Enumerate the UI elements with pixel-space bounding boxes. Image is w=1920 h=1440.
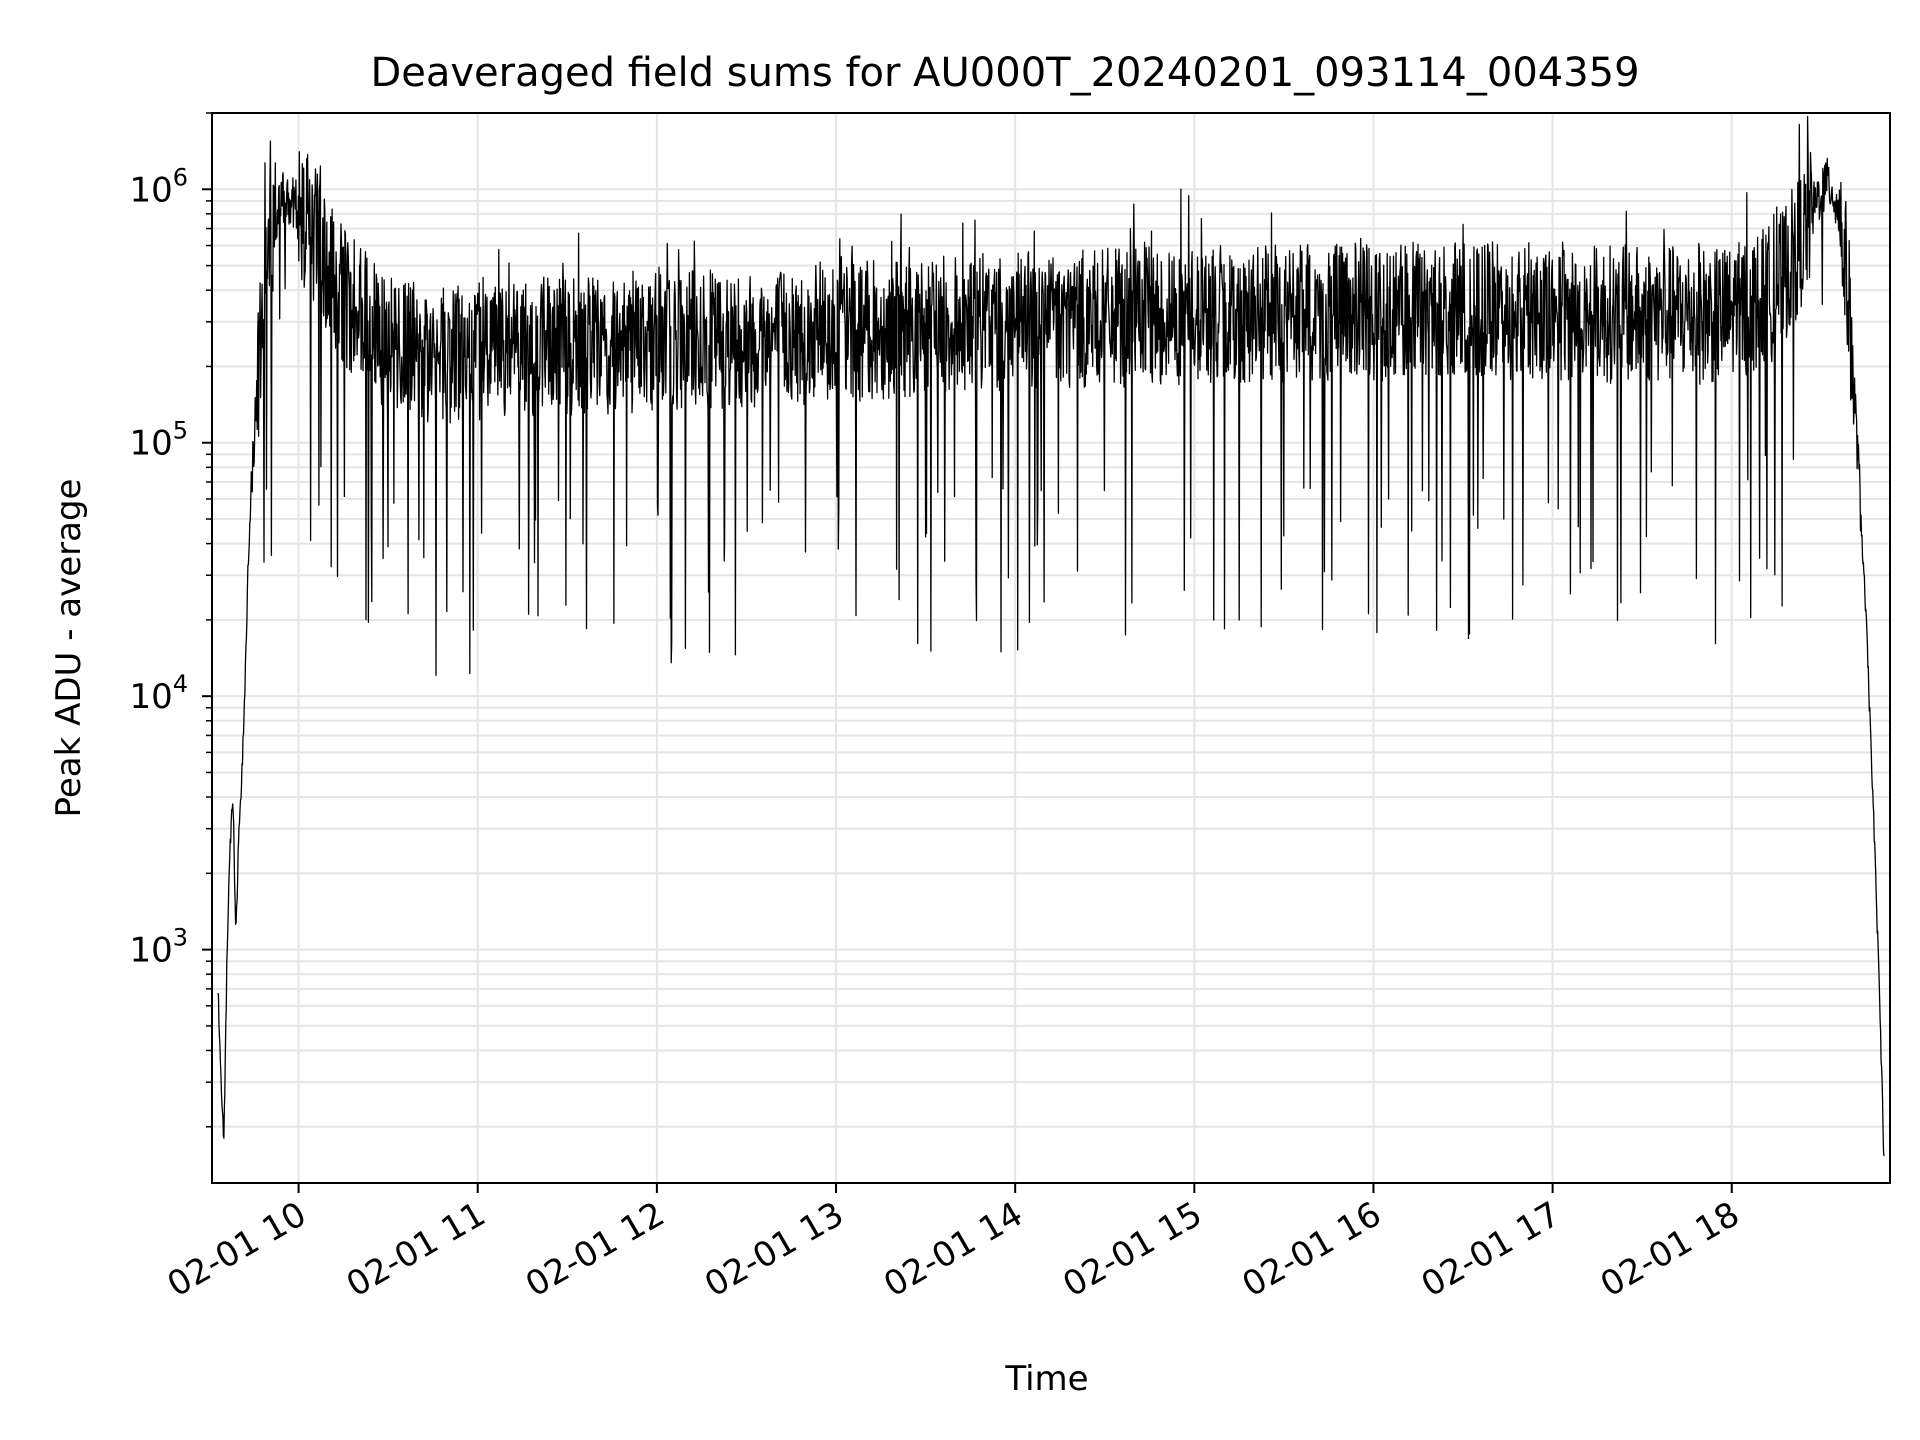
chart-title: Deaveraged field sums for AU000T_2024020… [370, 50, 1639, 96]
plot-frame [211, 112, 1891, 1184]
x-tick-label: 02-01 17 [1415, 1194, 1567, 1305]
x-tick-label: 02-01 13 [698, 1194, 850, 1305]
x-tick-label: 02-01 15 [1056, 1194, 1208, 1305]
y-tick-label: 106 [129, 163, 188, 210]
y-axis-label: Peak ADU - average [49, 479, 89, 818]
y-tick-label: 105 [129, 417, 188, 464]
y-tick-label: 103 [129, 924, 188, 971]
x-tick-label: 02-01 18 [1594, 1194, 1746, 1305]
x-tick-label: 02-01 10 [161, 1194, 313, 1305]
x-tick-label: 02-01 14 [877, 1194, 1029, 1305]
series-layer [217, 116, 1885, 1157]
grid [212, 112, 1890, 1183]
series-line [217, 116, 1885, 1157]
x-tick-label: 02-01 11 [340, 1194, 492, 1305]
x-tick-label: 02-01 16 [1236, 1194, 1388, 1305]
x-tick-label: 02-01 12 [519, 1194, 671, 1305]
y-tick-label: 104 [129, 670, 188, 717]
x-axis-label: Time [1004, 1359, 1088, 1399]
